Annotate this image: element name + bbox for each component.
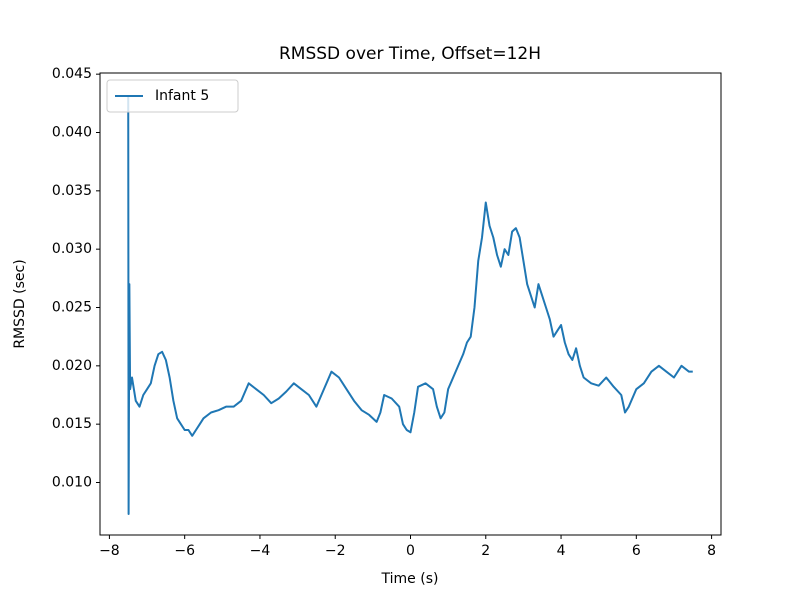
x-tick-label: −8	[99, 543, 120, 559]
legend-label: Infant 5	[155, 88, 209, 104]
x-axis-label: Time (s)	[381, 571, 439, 587]
y-tick-label: 0.040	[52, 125, 92, 141]
x-tick-label: −2	[325, 543, 346, 559]
x-tick-label: 2	[481, 543, 490, 559]
y-tick-label: 0.030	[52, 241, 92, 257]
x-tick-label: 4	[557, 543, 566, 559]
chart-title: RMSSD over Time, Offset=12H	[279, 44, 541, 64]
x-tick-label: 0	[406, 543, 415, 559]
y-tick-label: 0.015	[52, 416, 92, 432]
x-tick-label: −6	[174, 543, 195, 559]
y-axis-label: RMSSD (sec)	[12, 259, 28, 348]
y-tick-label: 0.045	[52, 66, 92, 82]
y-tick-label: 0.035	[52, 183, 92, 199]
plot-frame	[99, 72, 722, 536]
y-tick-label: 0.010	[52, 475, 92, 491]
legend-box	[106, 79, 239, 113]
x-tick-label: 8	[707, 543, 716, 559]
x-tick-label: −4	[250, 543, 271, 559]
y-tick-label: 0.025	[52, 300, 92, 316]
x-tick-label: 6	[632, 543, 641, 559]
y-tick-label: 0.020	[52, 358, 92, 374]
line	[127, 95, 693, 515]
